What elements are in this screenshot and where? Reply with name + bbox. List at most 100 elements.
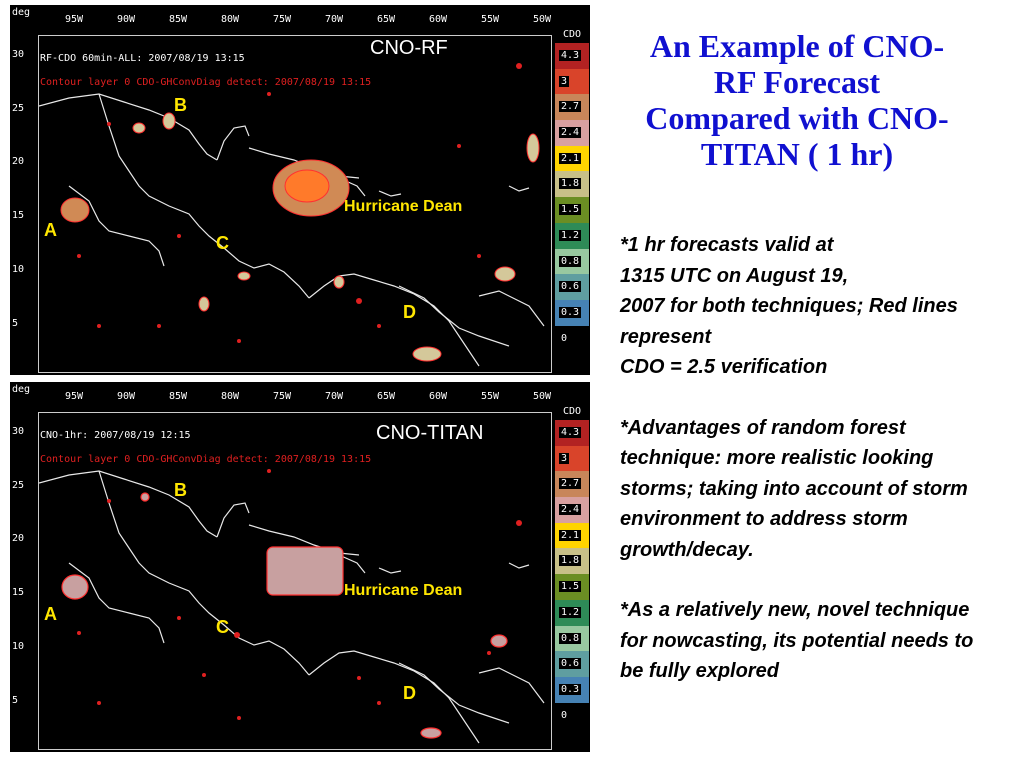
- slide-title: An Example of CNO- RF Forecast Compared …: [602, 28, 992, 172]
- cdo-legend: CDO 4.3 3 2.7 2.4 2.1 1.8 1.5 1.2 0.8 0.…: [555, 406, 589, 729]
- legend-label: 0: [559, 332, 570, 344]
- legend-label: 2.1: [559, 152, 582, 164]
- lat-label: 30: [12, 426, 25, 437]
- slide-title-line: Compared with CNO-: [645, 100, 949, 136]
- legend-swatch: 2.1: [555, 145, 589, 172]
- legend-label: 1.2: [559, 606, 582, 618]
- region-label-d: D: [403, 683, 416, 703]
- panel-title: CNO-RF: [370, 37, 448, 59]
- legend-swatch: 1.2: [555, 222, 589, 249]
- note-advantages: *Advantages of random forest technique: …: [620, 416, 968, 561]
- slide-title-line: TITAN ( 1 hr): [700, 136, 894, 172]
- legend-title: CDO: [562, 406, 582, 417]
- lon-label: 70W: [325, 14, 344, 25]
- legend-label: 1.5: [559, 204, 582, 216]
- legend-swatch: 0.6: [555, 651, 589, 677]
- legend-label: 2.4: [559, 127, 582, 139]
- legend-label: 0.3: [559, 683, 582, 695]
- region-label-b: B: [174, 95, 187, 115]
- legend-label: 0.6: [559, 658, 582, 670]
- legend-swatch: 1.5: [555, 574, 589, 600]
- lat-label: 5: [12, 695, 19, 706]
- legend-label: 2.1: [559, 529, 582, 541]
- legend-label: 2.7: [559, 101, 582, 113]
- legend-swatch: 2.7: [555, 471, 589, 498]
- lat-label: 20: [12, 533, 25, 544]
- legend-swatch: 2.7: [555, 94, 589, 121]
- cno-titan-map-panel: deg 95W 90W 85W 80W 75W 70W 65W 60W 55W …: [10, 382, 590, 752]
- legend-swatch: 0.3: [555, 676, 589, 703]
- legend-swatch: 1.8: [555, 548, 589, 575]
- region-label-d: D: [403, 302, 416, 322]
- lon-label: 80W: [221, 391, 240, 402]
- legend-label: 0.8: [559, 632, 582, 644]
- lat-label: 25: [12, 103, 25, 114]
- legend-swatch: 2.4: [555, 497, 589, 523]
- region-label-c: C: [216, 233, 229, 253]
- legend-swatch: 1.8: [555, 171, 589, 198]
- lon-label: 75W: [273, 14, 292, 25]
- legend-swatch: 3: [555, 445, 589, 472]
- lat-label: 20: [12, 156, 25, 167]
- deg-label: deg: [12, 7, 31, 18]
- lat-label: 25: [12, 480, 25, 491]
- lon-label: 50W: [533, 391, 552, 402]
- lon-label: 75W: [273, 391, 292, 402]
- lat-label: 10: [12, 641, 25, 652]
- lon-label: 55W: [481, 391, 500, 402]
- lat-label: 15: [12, 210, 25, 221]
- hurricane-label: Hurricane Dean: [344, 582, 463, 599]
- legend-label: 4.3: [559, 427, 582, 438]
- lon-label: 95W: [65, 14, 84, 25]
- lon-label: 60W: [429, 14, 448, 25]
- product-line: CNO-1hr: 2007/08/19 12:15: [40, 430, 191, 441]
- legend-swatch: 2.4: [555, 120, 589, 146]
- legend-swatch: 0.8: [555, 625, 589, 652]
- hurricane-label: Hurricane Dean: [344, 198, 463, 215]
- coastline-map-graphic: [39, 63, 545, 367]
- legend-swatch: 1.2: [555, 599, 589, 626]
- lon-label: 95W: [65, 391, 84, 402]
- contour-line: Contour layer 0 CDO-GHConvDiag detect: 2…: [40, 454, 372, 465]
- legend-label: 1.5: [559, 581, 582, 593]
- legend-label: 0: [559, 709, 570, 721]
- legend-label: 0.6: [559, 281, 582, 293]
- region-label-b: B: [174, 480, 187, 500]
- legend-label: 1.2: [559, 229, 582, 241]
- region-label-a: A: [44, 604, 57, 624]
- lon-label: 85W: [169, 14, 188, 25]
- cno-rf-map-panel: deg 95W 90W 85W 80W 75W 70W 65W 60W 55W …: [10, 5, 590, 375]
- region-label-c: C: [216, 617, 229, 637]
- legend-swatch: 0: [555, 325, 589, 352]
- slide-title-line: An Example of CNO-: [649, 28, 945, 64]
- lon-label: 60W: [429, 391, 448, 402]
- lon-label: 55W: [481, 14, 500, 25]
- lon-label: 70W: [325, 391, 344, 402]
- note-potential: *As a relatively new, novel technique fo…: [620, 599, 974, 682]
- legend-label: 4.3: [559, 50, 582, 61]
- legend-swatch: 0.6: [555, 274, 589, 300]
- legend-swatch: 1.5: [555, 197, 589, 223]
- legend-swatch: 4.3: [555, 43, 589, 69]
- legend-swatch: 4.3: [555, 420, 589, 446]
- lon-label: 65W: [377, 391, 396, 402]
- deg-label: deg: [12, 384, 31, 395]
- legend-label: 3: [559, 75, 570, 87]
- lon-label: 80W: [221, 14, 240, 25]
- lat-label: 5: [12, 318, 19, 329]
- satellite-map: [38, 35, 552, 373]
- lon-label: 90W: [117, 391, 136, 402]
- lon-label: 85W: [169, 391, 188, 402]
- panel-title: CNO-TITAN: [376, 422, 484, 444]
- legend-swatch: 0.8: [555, 248, 589, 275]
- legend-label: 2.7: [559, 478, 582, 490]
- note-forecast-validity: *1 hr forecasts valid at 1315 UTC on Aug…: [620, 234, 958, 378]
- legend-swatch: 0.3: [555, 299, 589, 326]
- lat-label: 30: [12, 49, 25, 60]
- slide-title-line: RF Forecast: [713, 64, 881, 100]
- legend-swatch: 2.1: [555, 522, 589, 549]
- legend-label: 0.3: [559, 306, 582, 318]
- notes-block: *1 hr forecasts valid at 1315 UTC on Aug…: [620, 230, 1000, 717]
- lon-label: 90W: [117, 14, 136, 25]
- legend-label: 1.8: [559, 555, 582, 567]
